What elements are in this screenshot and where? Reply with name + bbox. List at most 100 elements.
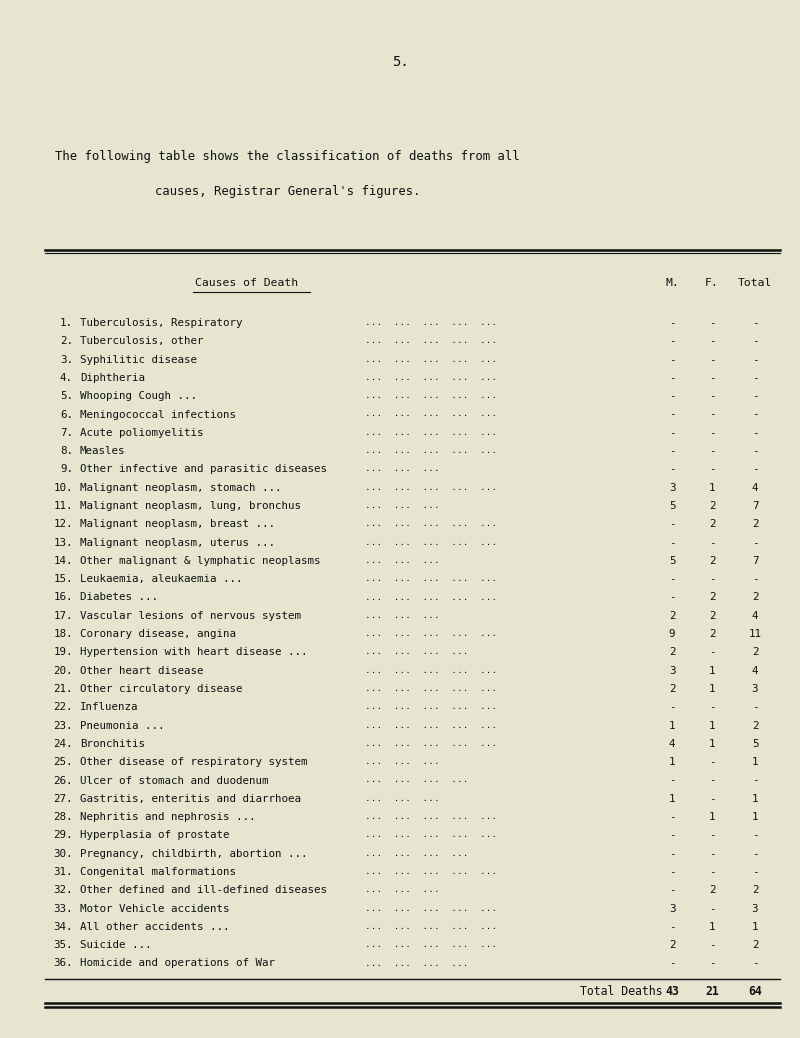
Text: 1: 1 xyxy=(669,757,675,767)
Text: 23.: 23. xyxy=(54,720,73,731)
Text: ...  ...  ...  ...  ...: ... ... ... ... ... xyxy=(365,904,498,912)
Text: Other heart disease: Other heart disease xyxy=(80,665,203,676)
Text: 2: 2 xyxy=(669,684,675,694)
Text: 1: 1 xyxy=(669,720,675,731)
Text: -: - xyxy=(709,757,715,767)
Text: 24.: 24. xyxy=(54,739,73,748)
Text: 15.: 15. xyxy=(54,574,73,584)
Text: 8.: 8. xyxy=(60,446,73,456)
Text: -: - xyxy=(669,410,675,419)
Text: ...  ...  ...  ...  ...: ... ... ... ... ... xyxy=(365,373,498,382)
Text: 16.: 16. xyxy=(54,593,73,602)
Text: ...  ...  ...  ...  ...: ... ... ... ... ... xyxy=(365,922,498,931)
Text: 1: 1 xyxy=(709,483,715,493)
Text: Acute poliomyelitis: Acute poliomyelitis xyxy=(80,428,203,438)
Text: 20.: 20. xyxy=(54,665,73,676)
Text: -: - xyxy=(752,703,758,712)
Text: 3: 3 xyxy=(669,483,675,493)
Text: Malignant neoplasm, breast ...: Malignant neoplasm, breast ... xyxy=(80,519,275,529)
Text: -: - xyxy=(709,775,715,786)
Text: 2: 2 xyxy=(709,501,715,511)
Text: ...  ...  ...  ...: ... ... ... ... xyxy=(365,648,469,656)
Text: ...  ...  ...  ...: ... ... ... ... xyxy=(365,775,469,785)
Text: 26.: 26. xyxy=(54,775,73,786)
Text: 2: 2 xyxy=(669,610,675,621)
Text: 3: 3 xyxy=(752,904,758,913)
Text: Gastritis, enteritis and diarrhoea: Gastritis, enteritis and diarrhoea xyxy=(80,794,301,803)
Text: 5.: 5. xyxy=(392,55,408,69)
Text: 5: 5 xyxy=(752,739,758,748)
Text: 2: 2 xyxy=(669,940,675,950)
Text: 18.: 18. xyxy=(54,629,73,639)
Text: Tuberculosis, other: Tuberculosis, other xyxy=(80,336,203,347)
Text: ...  ...  ...  ...  ...: ... ... ... ... ... xyxy=(365,703,498,711)
Text: 5: 5 xyxy=(669,556,675,566)
Text: ...  ...  ...: ... ... ... xyxy=(365,501,440,510)
Text: ...  ...  ...  ...  ...: ... ... ... ... ... xyxy=(365,684,498,693)
Text: Influenza: Influenza xyxy=(80,703,138,712)
Text: -: - xyxy=(709,446,715,456)
Text: Leukaemia, aleukaemia ...: Leukaemia, aleukaemia ... xyxy=(80,574,242,584)
Text: 9: 9 xyxy=(669,629,675,639)
Text: ...  ...  ...: ... ... ... xyxy=(365,556,440,565)
Text: F.: F. xyxy=(705,278,719,288)
Text: Syphilitic disease: Syphilitic disease xyxy=(80,355,197,364)
Text: -: - xyxy=(669,593,675,602)
Text: 1: 1 xyxy=(669,794,675,803)
Text: 7.: 7. xyxy=(60,428,73,438)
Text: -: - xyxy=(752,849,758,858)
Text: -: - xyxy=(752,355,758,364)
Text: 31.: 31. xyxy=(54,867,73,877)
Text: -: - xyxy=(669,867,675,877)
Text: ...  ...  ...  ...  ...: ... ... ... ... ... xyxy=(365,830,498,840)
Text: -: - xyxy=(709,410,715,419)
Text: -: - xyxy=(709,336,715,347)
Text: ...  ...  ...  ...  ...: ... ... ... ... ... xyxy=(365,318,498,327)
Text: 4: 4 xyxy=(752,665,758,676)
Text: 2: 2 xyxy=(752,885,758,896)
Text: 4: 4 xyxy=(669,739,675,748)
Text: 10.: 10. xyxy=(54,483,73,493)
Text: 36.: 36. xyxy=(54,958,73,968)
Text: 29.: 29. xyxy=(54,830,73,841)
Text: -: - xyxy=(752,830,758,841)
Text: 3: 3 xyxy=(669,665,675,676)
Text: ...  ...  ...: ... ... ... xyxy=(365,464,440,473)
Text: Malignant neoplasm, lung, bronchus: Malignant neoplasm, lung, bronchus xyxy=(80,501,301,511)
Text: -: - xyxy=(709,574,715,584)
Text: 2: 2 xyxy=(752,648,758,657)
Text: ...  ...  ...  ...  ...: ... ... ... ... ... xyxy=(365,812,498,821)
Text: ...  ...  ...: ... ... ... xyxy=(365,610,440,620)
Text: 7: 7 xyxy=(752,501,758,511)
Text: 1: 1 xyxy=(709,739,715,748)
Text: 2: 2 xyxy=(709,556,715,566)
Text: -: - xyxy=(709,904,715,913)
Text: -: - xyxy=(752,410,758,419)
Text: 2: 2 xyxy=(752,593,758,602)
Text: -: - xyxy=(752,318,758,328)
Text: ...  ...  ...  ...  ...: ... ... ... ... ... xyxy=(365,336,498,346)
Text: 14.: 14. xyxy=(54,556,73,566)
Text: -: - xyxy=(752,867,758,877)
Text: ...  ...  ...  ...  ...: ... ... ... ... ... xyxy=(365,629,498,638)
Text: -: - xyxy=(669,775,675,786)
Text: 64: 64 xyxy=(748,985,762,998)
Text: 1: 1 xyxy=(752,757,758,767)
Text: The following table shows the classification of deaths from all: The following table shows the classifica… xyxy=(55,151,520,163)
Text: 21: 21 xyxy=(705,985,719,998)
Text: ...  ...  ...  ...  ...: ... ... ... ... ... xyxy=(365,574,498,583)
Text: -: - xyxy=(669,373,675,383)
Text: 2: 2 xyxy=(669,648,675,657)
Text: ...  ...  ...  ...  ...: ... ... ... ... ... xyxy=(365,410,498,418)
Text: 35.: 35. xyxy=(54,940,73,950)
Text: ...  ...  ...: ... ... ... xyxy=(365,794,440,802)
Text: -: - xyxy=(669,849,675,858)
Text: Malignant neoplasm, stomach ...: Malignant neoplasm, stomach ... xyxy=(80,483,282,493)
Text: Bronchitis: Bronchitis xyxy=(80,739,145,748)
Text: Whooping Cough ...: Whooping Cough ... xyxy=(80,391,197,402)
Text: Tuberculosis, Respiratory: Tuberculosis, Respiratory xyxy=(80,318,242,328)
Text: -: - xyxy=(709,373,715,383)
Text: 1: 1 xyxy=(709,922,715,932)
Text: -: - xyxy=(709,428,715,438)
Text: 11: 11 xyxy=(749,629,762,639)
